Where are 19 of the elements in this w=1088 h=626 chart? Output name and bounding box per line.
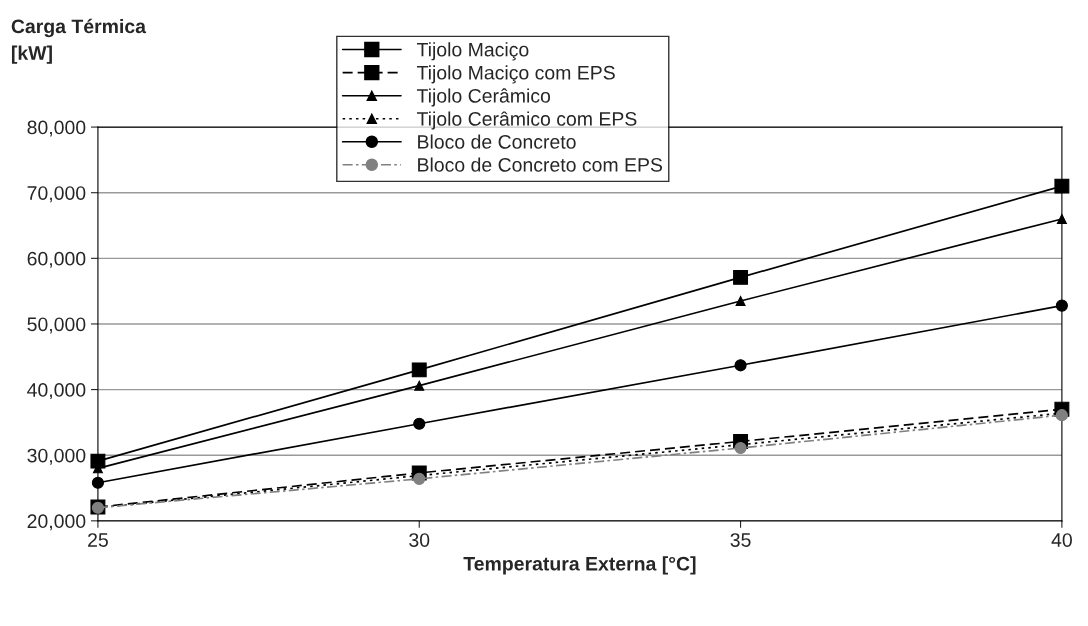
y-tick-label: 30,000 — [27, 448, 86, 465]
legend-label: Bloco de Concreto — [418, 134, 576, 149]
y-tick-label: 50,000 — [27, 317, 86, 334]
y-axis-title: Carga Térmica [kW] — [11, 18, 147, 64]
y-tick-label: 80,000 — [27, 120, 86, 137]
x-tick-label: 40 — [1051, 533, 1072, 547]
legend-label: Tijolo Maciço com EPS — [416, 65, 615, 84]
legend-label: Tijolo Cerâmico com EPS — [416, 111, 637, 130]
legend-label: Bloco de Concreto com EPS — [418, 157, 663, 172]
x-tick-label: 30 — [409, 533, 430, 547]
y-tick-label: 20,000 — [27, 514, 86, 531]
y-tick-label: 60,000 — [27, 251, 86, 268]
y-tick-label: 40,000 — [27, 383, 86, 400]
legend-label: Tijolo Cerâmico — [416, 88, 551, 107]
x-tick-label: 35 — [730, 533, 751, 547]
x-tick-label: 25 — [88, 533, 108, 547]
y-tick-label: 70,000 — [27, 186, 86, 203]
legend-label: Tijolo Maciço — [416, 42, 529, 61]
x-axis-title: Temperatura Externa [°C] — [463, 556, 696, 575]
